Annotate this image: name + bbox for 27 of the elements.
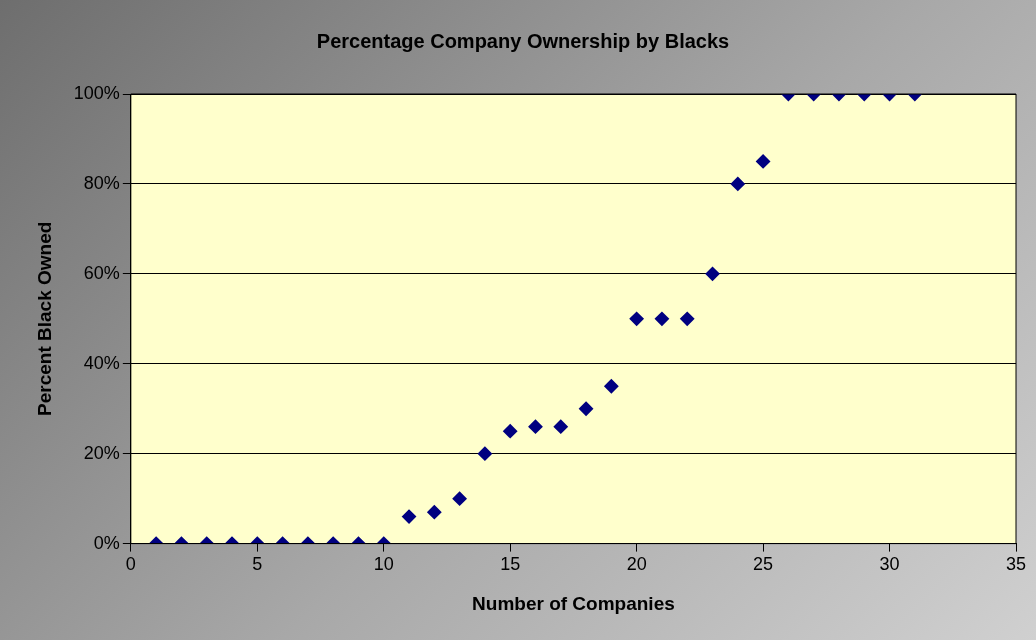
x-tick-label: 30: [879, 554, 900, 575]
x-tick-label: 35: [1005, 554, 1027, 575]
y-tick-label: 100%: [73, 82, 120, 103]
x-tick-label: 20: [626, 554, 647, 575]
x-tick-label: 5: [252, 554, 263, 575]
point: [680, 311, 695, 326]
y-tick-label: 60%: [83, 262, 120, 283]
x-tick-label: 0: [125, 554, 136, 575]
x-tick-label: 25: [753, 554, 774, 575]
y-tick-label: 40%: [83, 352, 120, 373]
chart-title: Percentage Company Ownership by Blacks: [316, 29, 730, 52]
point: [528, 419, 543, 434]
point: [629, 311, 644, 326]
point: [604, 379, 619, 394]
y-axis-title: Percent Black Owned: [33, 221, 55, 416]
point: [705, 266, 720, 281]
x-tick-label: 10: [373, 554, 394, 575]
x-axis-title: Number of Companies: [472, 592, 675, 614]
y-tick-label: 80%: [83, 172, 120, 193]
point: [477, 446, 492, 461]
x-tick-label: 15: [500, 554, 521, 575]
y-tick-label: 20%: [83, 442, 120, 463]
y-tick-label: 0%: [93, 532, 120, 553]
point: [553, 419, 568, 434]
point: [654, 311, 669, 326]
point: [503, 424, 518, 439]
point: [579, 401, 594, 416]
